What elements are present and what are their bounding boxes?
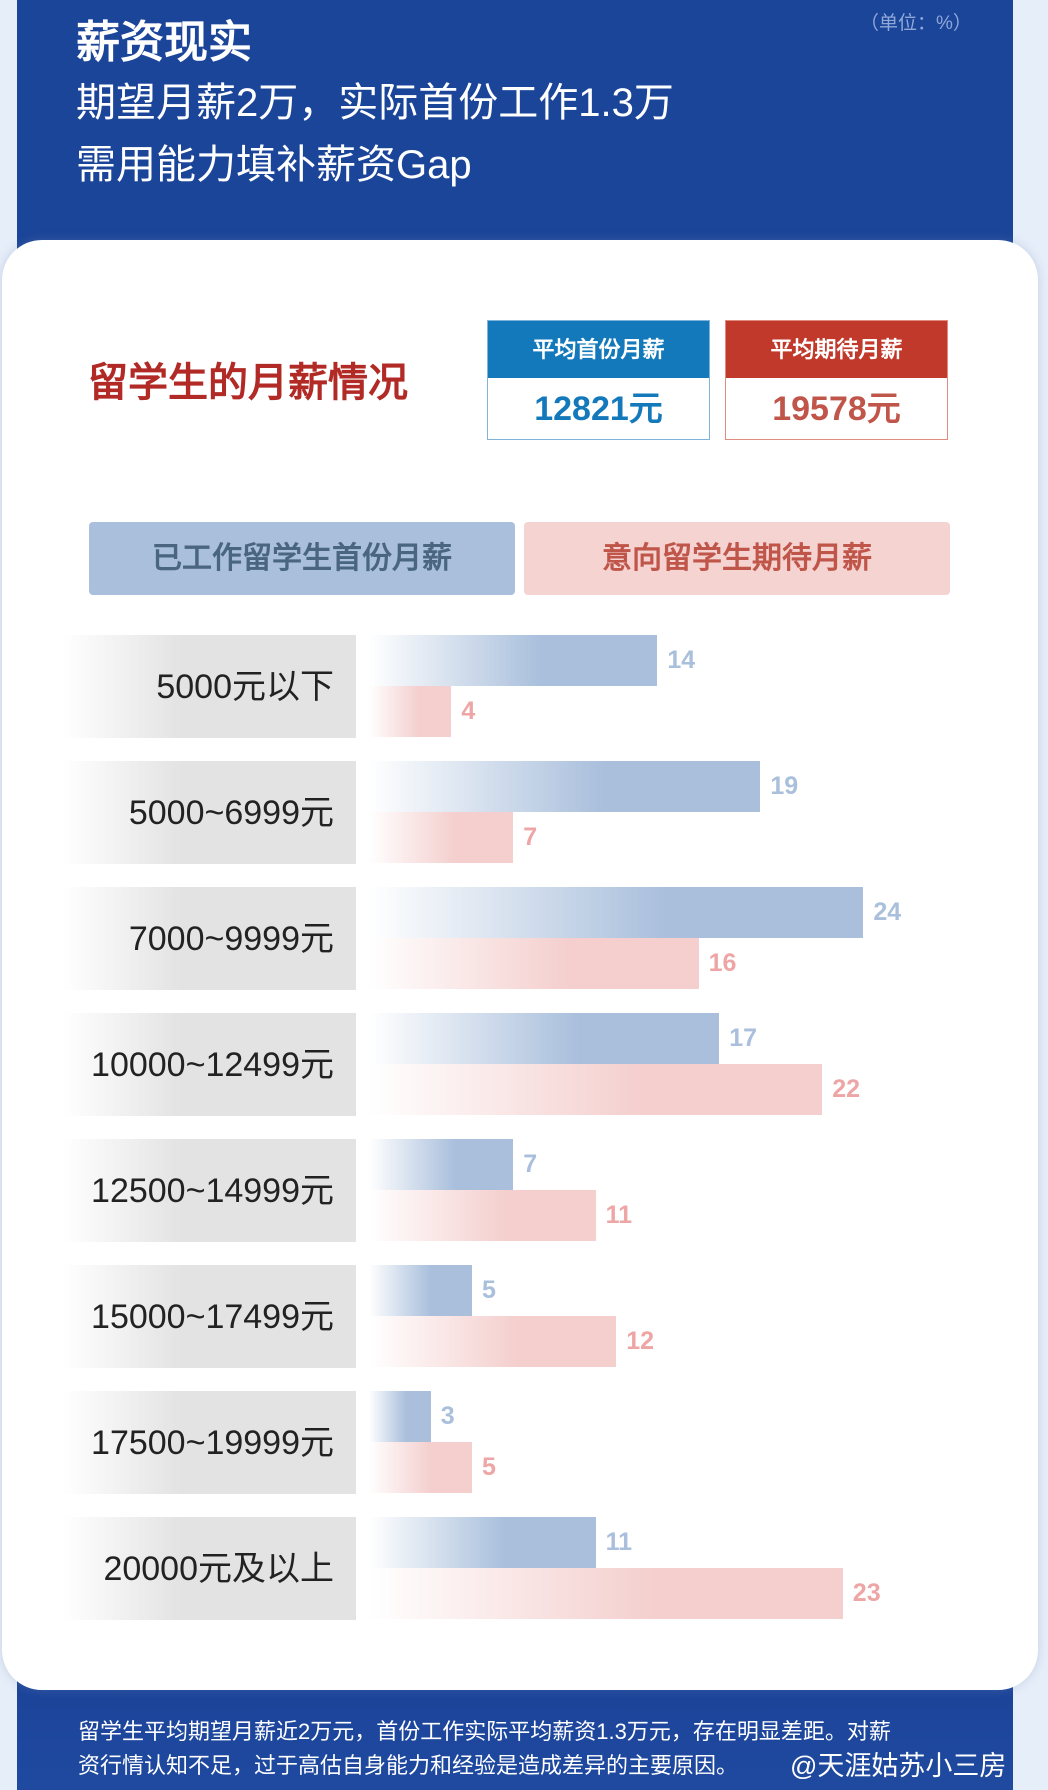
bar-first-salary xyxy=(369,1391,431,1442)
data-label: 11 xyxy=(605,1201,633,1229)
data-label: 22 xyxy=(832,1075,860,1103)
category-label-text: 7000~9999元 xyxy=(128,919,334,958)
category-label: 5000元以下 xyxy=(63,635,356,738)
bar-expected-salary xyxy=(369,1190,596,1241)
bar-first-salary xyxy=(369,887,864,938)
kpi-label: 平均首份月薪 xyxy=(488,321,709,378)
data-label: 4 xyxy=(461,697,476,725)
category-label: 7000~9999元 xyxy=(63,887,356,990)
bar-first-salary xyxy=(369,761,761,812)
data-label: 14 xyxy=(667,646,696,674)
bar-expected-salary xyxy=(369,1442,472,1493)
category-label: 12500~14999元 xyxy=(63,1139,356,1242)
watermark: @天涯姑苏小三房 xyxy=(790,1751,1007,1781)
bar-expected-salary xyxy=(369,1064,823,1115)
bar-expected-salary xyxy=(369,812,514,863)
bar-first-salary xyxy=(369,1265,472,1316)
data-label: 19 xyxy=(770,772,799,800)
data-label: 12 xyxy=(626,1327,654,1355)
data-label: 16 xyxy=(708,949,737,977)
subtitle-2: 需用能力填补薪资Gap xyxy=(76,143,472,187)
data-label: 3 xyxy=(440,1402,455,1430)
subtitle-1: 期望月薪2万，实际首份工作1.3万 xyxy=(76,81,674,125)
category-label-text: 10000~12499元 xyxy=(91,1045,334,1084)
category-label: 17500~19999元 xyxy=(63,1391,356,1494)
data-label: 23 xyxy=(852,1579,881,1607)
legend-expected-salary: 意向留学生期待月薪 xyxy=(524,522,950,595)
data-label: 5 xyxy=(482,1276,496,1304)
bar-first-salary xyxy=(369,1139,514,1190)
category-label-text: 5000~6999元 xyxy=(128,793,334,832)
category-label: 10000~12499元 xyxy=(63,1013,356,1116)
category-label-text: 20000元及以上 xyxy=(103,1549,334,1588)
page-title: 薪资现实 xyxy=(76,18,252,67)
bar-expected-salary xyxy=(369,938,699,989)
data-label: 7 xyxy=(523,1150,538,1178)
bar-first-salary xyxy=(369,1013,720,1064)
category-label: 15000~17499元 xyxy=(63,1265,356,1368)
data-label: 5 xyxy=(482,1453,496,1481)
kpi-value: 12821元 xyxy=(534,390,663,428)
unit-label: （单位：%） xyxy=(860,13,972,34)
bar-expected-salary xyxy=(369,1316,617,1367)
category-label-text: 15000~17499元 xyxy=(91,1297,334,1336)
footer-text-2: 资行情认知不足，过于高估自身能力和经验是造成差异的主要原因。 xyxy=(78,1753,739,1778)
category-label-text: 5000元以下 xyxy=(156,667,334,706)
legend-first-salary: 已工作留学生首份月薪 xyxy=(89,522,515,595)
category-label-text: 12500~14999元 xyxy=(91,1171,334,1210)
kpi-avg-expected-salary: 平均期待月薪 19578元 xyxy=(725,320,948,440)
footer-text-1: 留学生平均期望月薪近2万元，首份工作实际平均薪资1.3万元，存在明显差距。对薪 xyxy=(78,1719,891,1744)
bar-expected-salary xyxy=(369,1568,843,1619)
data-label: 11 xyxy=(605,1528,633,1556)
bar-expected-salary xyxy=(369,686,452,737)
category-label: 5000~6999元 xyxy=(63,761,356,864)
kpi-avg-first-salary: 平均首份月薪 12821元 xyxy=(487,320,710,440)
bar-first-salary xyxy=(369,1517,596,1568)
data-label: 7 xyxy=(523,823,538,851)
data-label: 17 xyxy=(729,1024,757,1052)
kpi-label: 平均期待月薪 xyxy=(726,321,947,378)
category-label: 20000元及以上 xyxy=(63,1517,356,1620)
bar-first-salary xyxy=(369,635,658,686)
category-label-text: 17500~19999元 xyxy=(91,1423,334,1462)
data-label: 24 xyxy=(873,898,902,926)
section-title: 留学生的月薪情况 xyxy=(88,361,408,405)
kpi-value: 19578元 xyxy=(772,390,901,428)
